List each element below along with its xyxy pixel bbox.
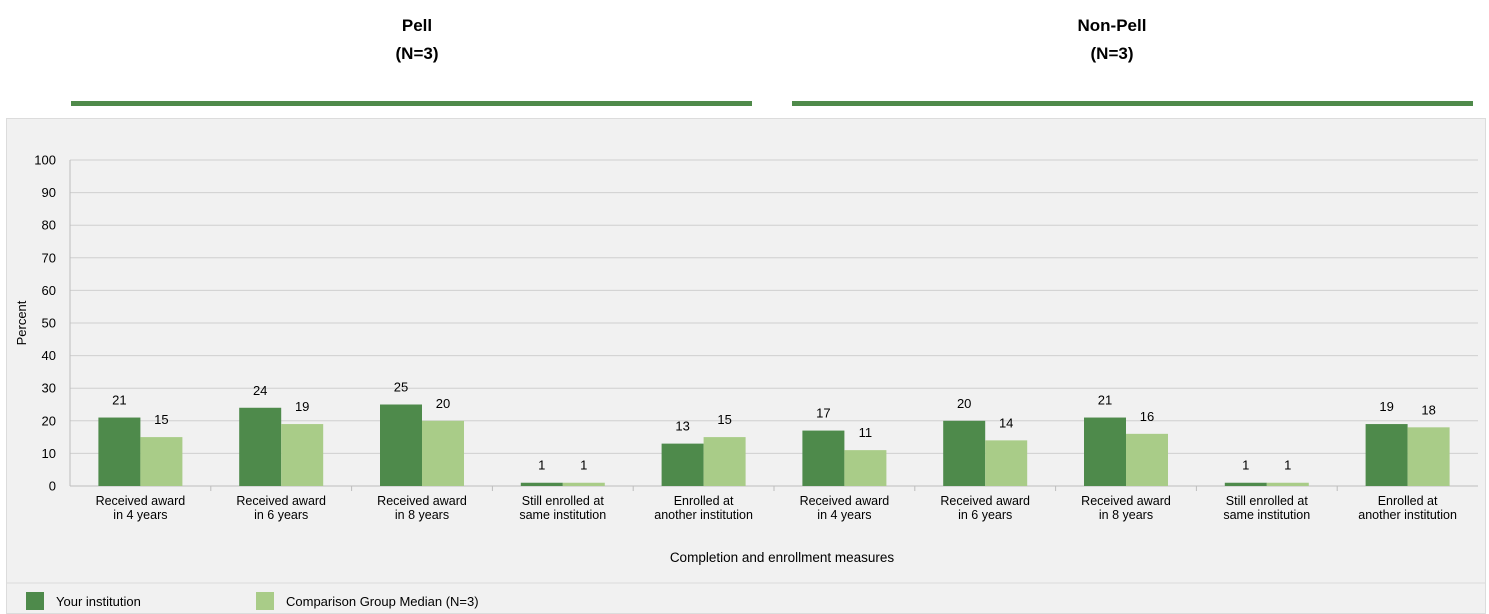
bar xyxy=(1407,427,1450,486)
data-label: 19 xyxy=(1379,399,1393,414)
y-tick-label: 30 xyxy=(42,381,56,396)
x-tick-label: in 4 years xyxy=(817,508,871,522)
data-label: 13 xyxy=(675,419,689,434)
legend-label: Your institution xyxy=(56,593,141,609)
bar xyxy=(1365,424,1408,486)
x-tick-label: in 8 years xyxy=(395,508,449,522)
y-tick-label: 60 xyxy=(42,283,56,298)
x-tick-label: Received award xyxy=(940,494,1030,508)
bar xyxy=(520,482,563,486)
bar xyxy=(985,440,1028,486)
bar xyxy=(422,420,464,486)
y-tick-label: 20 xyxy=(42,413,56,428)
legend-swatch-secondary xyxy=(256,592,274,610)
data-label: 1 xyxy=(580,458,587,473)
group-rule-non-pell xyxy=(792,101,1473,106)
x-tick-label: Enrolled at xyxy=(1378,494,1438,508)
x-tick-label: Received award xyxy=(1081,494,1171,508)
data-label: 15 xyxy=(154,412,168,427)
data-label: 21 xyxy=(112,393,126,408)
data-label: 25 xyxy=(394,380,408,395)
y-tick-label: 0 xyxy=(49,479,56,494)
data-label: 15 xyxy=(717,412,731,427)
y-tick-label: 100 xyxy=(34,153,56,168)
bar xyxy=(1266,482,1309,486)
x-tick-label: Received award xyxy=(96,494,186,508)
data-label: 14 xyxy=(999,415,1013,430)
x-tick-label: Enrolled at xyxy=(674,494,734,508)
x-tick-label: Received award xyxy=(377,494,467,508)
bar xyxy=(98,417,141,486)
bar xyxy=(140,437,183,486)
x-tick-label: another institution xyxy=(654,508,753,522)
bar xyxy=(943,420,986,486)
x-tick-label: Received award xyxy=(236,494,326,508)
data-label: 19 xyxy=(295,399,309,414)
data-label: 20 xyxy=(436,396,450,411)
bar xyxy=(380,404,422,486)
legend-item-comparison: Comparison Group Median (N=3) xyxy=(256,592,479,610)
bar xyxy=(281,424,324,486)
x-tick-label: same institution xyxy=(1223,508,1310,522)
data-label: 18 xyxy=(1421,402,1435,417)
bar xyxy=(844,450,887,486)
x-tick-label: in 6 years xyxy=(958,508,1012,522)
legend-swatch-primary xyxy=(26,592,44,610)
legend-item-your-institution: Your institution xyxy=(26,592,141,610)
bar xyxy=(703,437,746,486)
bar xyxy=(1224,482,1267,486)
y-tick-label: 80 xyxy=(42,218,56,233)
x-tick-label: in 4 years xyxy=(113,508,167,522)
data-label: 20 xyxy=(957,396,971,411)
y-tick-label: 10 xyxy=(42,446,56,461)
y-tick-label: 90 xyxy=(42,185,56,200)
x-tick-label: another institution xyxy=(1358,508,1457,522)
x-tick-label: Still enrolled at xyxy=(1226,494,1309,508)
group-header-pell: Pell (N=3) xyxy=(307,12,527,68)
data-label: 17 xyxy=(816,406,830,421)
group-title: Non-Pell xyxy=(1077,16,1147,35)
x-axis-title: Completion and enrollment measures xyxy=(670,550,895,565)
y-tick-label: 50 xyxy=(42,316,56,331)
x-tick-label: Received award xyxy=(800,494,890,508)
y-tick-label: 70 xyxy=(42,250,56,265)
x-tick-label: same institution xyxy=(519,508,606,522)
data-label: 21 xyxy=(1098,393,1112,408)
bar xyxy=(562,482,605,486)
bar xyxy=(802,430,845,486)
data-label: 11 xyxy=(859,425,873,440)
group-subtitle: (N=3) xyxy=(1090,44,1134,63)
bar xyxy=(1084,417,1126,486)
group-header-non-pell: Non-Pell (N=3) xyxy=(1002,12,1222,68)
data-label: 1 xyxy=(1242,458,1249,473)
bar xyxy=(1126,433,1168,486)
group-subtitle: (N=3) xyxy=(395,44,439,63)
bar xyxy=(239,407,282,486)
x-tick-label: Still enrolled at xyxy=(522,494,605,508)
group-title: Pell xyxy=(401,16,433,35)
data-label: 24 xyxy=(253,383,267,398)
x-tick-label: in 6 years xyxy=(254,508,308,522)
data-label: 1 xyxy=(538,458,545,473)
data-label: 16 xyxy=(1140,409,1154,424)
y-tick-label: 40 xyxy=(42,348,56,363)
data-label: 1 xyxy=(1284,458,1291,473)
bar xyxy=(661,443,704,486)
y-axis-title: Percent xyxy=(14,300,29,345)
group-rule-pell xyxy=(71,101,752,106)
x-tick-label: in 8 years xyxy=(1099,508,1153,522)
legend-label: Comparison Group Median (N=3) xyxy=(286,593,479,609)
